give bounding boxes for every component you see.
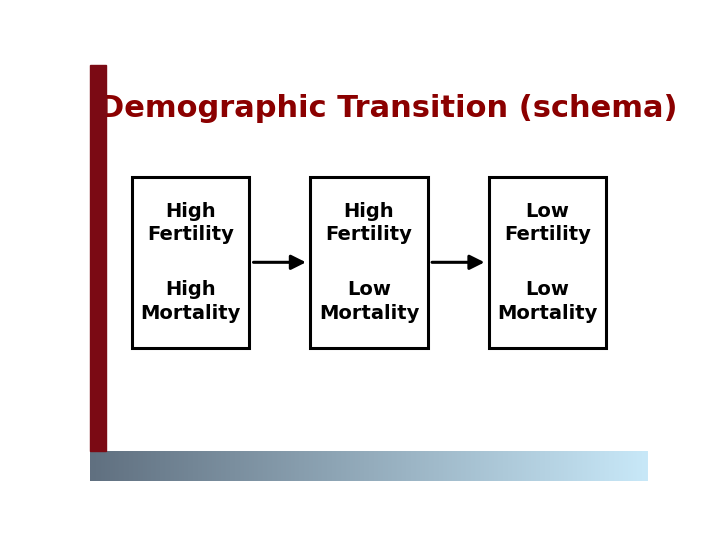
Bar [310,177,428,348]
Text: Low
Mortality: Low Mortality [319,280,419,323]
Text: Low
Fertility: Low Fertility [504,202,591,244]
Text: High
Fertility: High Fertility [325,202,413,244]
Text: Low
Mortality: Low Mortality [498,280,598,323]
Text: High
Fertility: High Fertility [147,202,234,244]
Text: Demographic Transition (schema): Demographic Transition (schema) [99,94,678,123]
Bar [90,65,106,451]
Text: High
Mortality: High Mortality [140,280,240,323]
Bar [489,177,606,348]
Bar [132,177,249,348]
